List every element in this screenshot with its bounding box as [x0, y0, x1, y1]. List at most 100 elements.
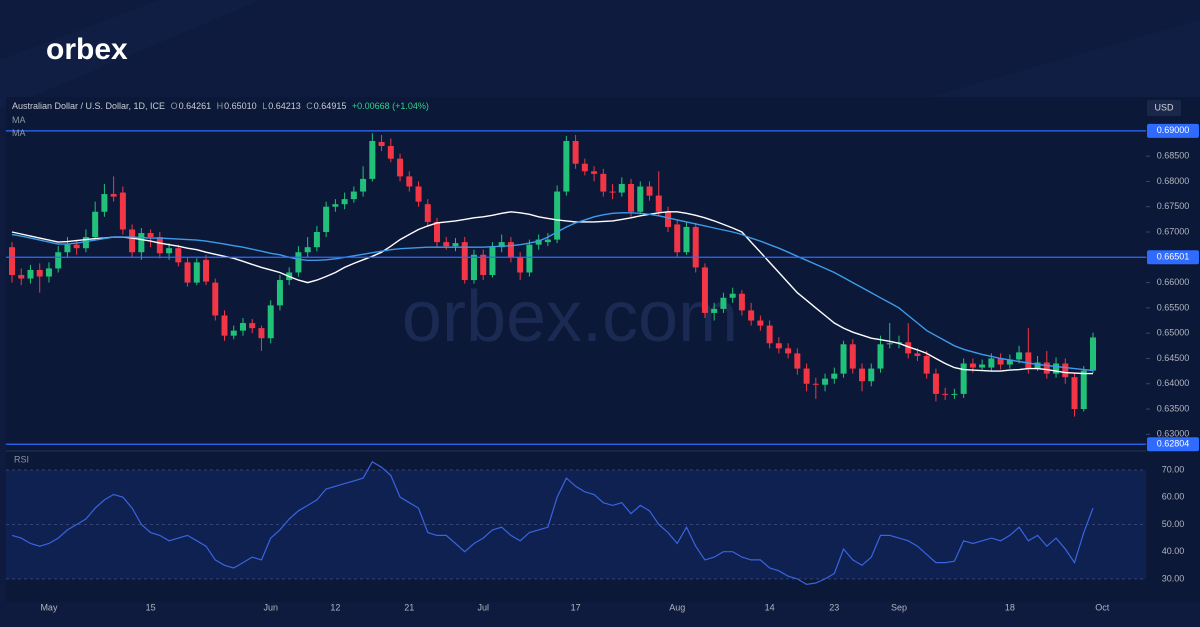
candle-body: [886, 343, 893, 345]
candle-body: [766, 325, 773, 344]
candle-body: [55, 252, 62, 269]
x-tick-label: Aug: [669, 602, 685, 612]
candle-body: [323, 206, 330, 233]
legend-entry: MA: [12, 128, 26, 138]
x-tick-label: 17: [571, 602, 581, 612]
change: +0.00668 (+1.04%): [351, 101, 429, 111]
key: C: [306, 101, 313, 111]
candle-body: [544, 239, 551, 243]
candle-body: [184, 262, 191, 283]
candle-body: [720, 297, 727, 309]
level-label-box: [1147, 123, 1199, 138]
candle-body: [64, 244, 71, 253]
candle-body: [424, 204, 431, 222]
candle-body: [1090, 337, 1096, 371]
candle-body: [73, 244, 80, 249]
candle-body: [45, 268, 52, 277]
candle-body: [581, 163, 588, 172]
candle-body: [175, 248, 182, 263]
legend-entry: MA: [12, 115, 26, 125]
candle-body: [1043, 362, 1050, 374]
candle-body: [591, 171, 598, 174]
candle-body: [646, 186, 653, 196]
candle-body: [156, 237, 163, 254]
candle-body: [849, 344, 856, 369]
candle-body: [129, 229, 136, 253]
y-tick-label: 0.64000: [1157, 378, 1190, 388]
symbol: Australian Dollar / U.S. Dollar, 1D, ICE: [12, 101, 166, 111]
candle-body: [757, 320, 764, 326]
candle-body: [674, 224, 681, 253]
candle-body: [785, 348, 792, 354]
x-tick-label: 15: [146, 602, 156, 612]
candle-body: [628, 183, 635, 212]
candle-body: [498, 242, 505, 248]
candle-body: [683, 226, 690, 253]
candle-body: [276, 280, 283, 306]
candle-body: [212, 282, 219, 316]
candle-body: [221, 315, 228, 336]
candle-body: [822, 378, 829, 385]
candle-body: [452, 243, 459, 247]
y-tick-label: 0.68000: [1157, 176, 1190, 186]
candle-body: [942, 393, 949, 395]
ohlc-header: Australian Dollar / U.S. Dollar, 1D, ICE…: [12, 101, 432, 111]
candle-body: [609, 191, 616, 193]
rsi-line: [11, 460, 1094, 586]
candle-body: [979, 364, 986, 368]
level-label: 0.62804: [1157, 439, 1190, 449]
key: O: [170, 101, 178, 111]
candle-body: [203, 259, 210, 282]
candle-body: [267, 305, 274, 339]
candle-body: [387, 146, 394, 159]
y-tick-label: 0.65500: [1157, 302, 1190, 312]
y-tick-label: 0.68500: [1157, 151, 1190, 161]
candle-body: [969, 363, 976, 368]
candle-body: [1053, 363, 1060, 374]
high-value: 0.65010: [224, 101, 257, 111]
y-tick-label: 40.00: [1162, 546, 1185, 556]
candle-body: [738, 293, 745, 311]
candle-body: [831, 373, 838, 379]
candle-body: [489, 247, 496, 275]
moving-average: [11, 212, 1094, 372]
y-tick-label: 0.63000: [1157, 429, 1190, 439]
x-tick-label: 18: [1005, 602, 1015, 612]
y-tick-label: 0.67000: [1157, 226, 1190, 236]
candle-body: [304, 247, 311, 253]
x-tick-label: 23: [829, 602, 839, 612]
candle-body: [461, 242, 468, 281]
candle-body: [517, 257, 524, 273]
candle-body: [166, 248, 173, 254]
y-tick-label: 0.66000: [1157, 277, 1190, 287]
candle-body: [951, 393, 958, 395]
x-tick-label: Sep: [891, 602, 907, 612]
candle-body: [443, 242, 450, 247]
open-value: 0.64261: [178, 101, 212, 111]
y-tick-label: 30.00: [1162, 573, 1185, 583]
key: L: [262, 101, 268, 111]
low-value: 0.64213: [268, 101, 301, 111]
candle-body: [664, 211, 671, 227]
candle-body: [101, 194, 108, 212]
candle-body: [249, 323, 256, 329]
candle-body: [147, 233, 154, 238]
moving-average: [11, 211, 1093, 375]
candle-body: [775, 343, 782, 349]
key: H: [216, 101, 224, 111]
candle-body: [803, 368, 810, 384]
candle-body: [110, 194, 117, 197]
candle-body: [563, 140, 570, 192]
x-tick-label: Jul: [477, 602, 489, 612]
plot-area: [6, 97, 1146, 602]
candle-body: [535, 239, 542, 245]
candle-body: [1016, 352, 1023, 360]
banner-decoration: [930, 20, 1200, 97]
candle-body: [230, 330, 237, 336]
candle-body: [932, 373, 939, 394]
candle-body: [397, 158, 404, 177]
watermark: orbex.com: [402, 277, 738, 357]
candle-body: [1062, 363, 1069, 378]
candle-body: [138, 233, 145, 253]
candle-body: [82, 237, 89, 249]
